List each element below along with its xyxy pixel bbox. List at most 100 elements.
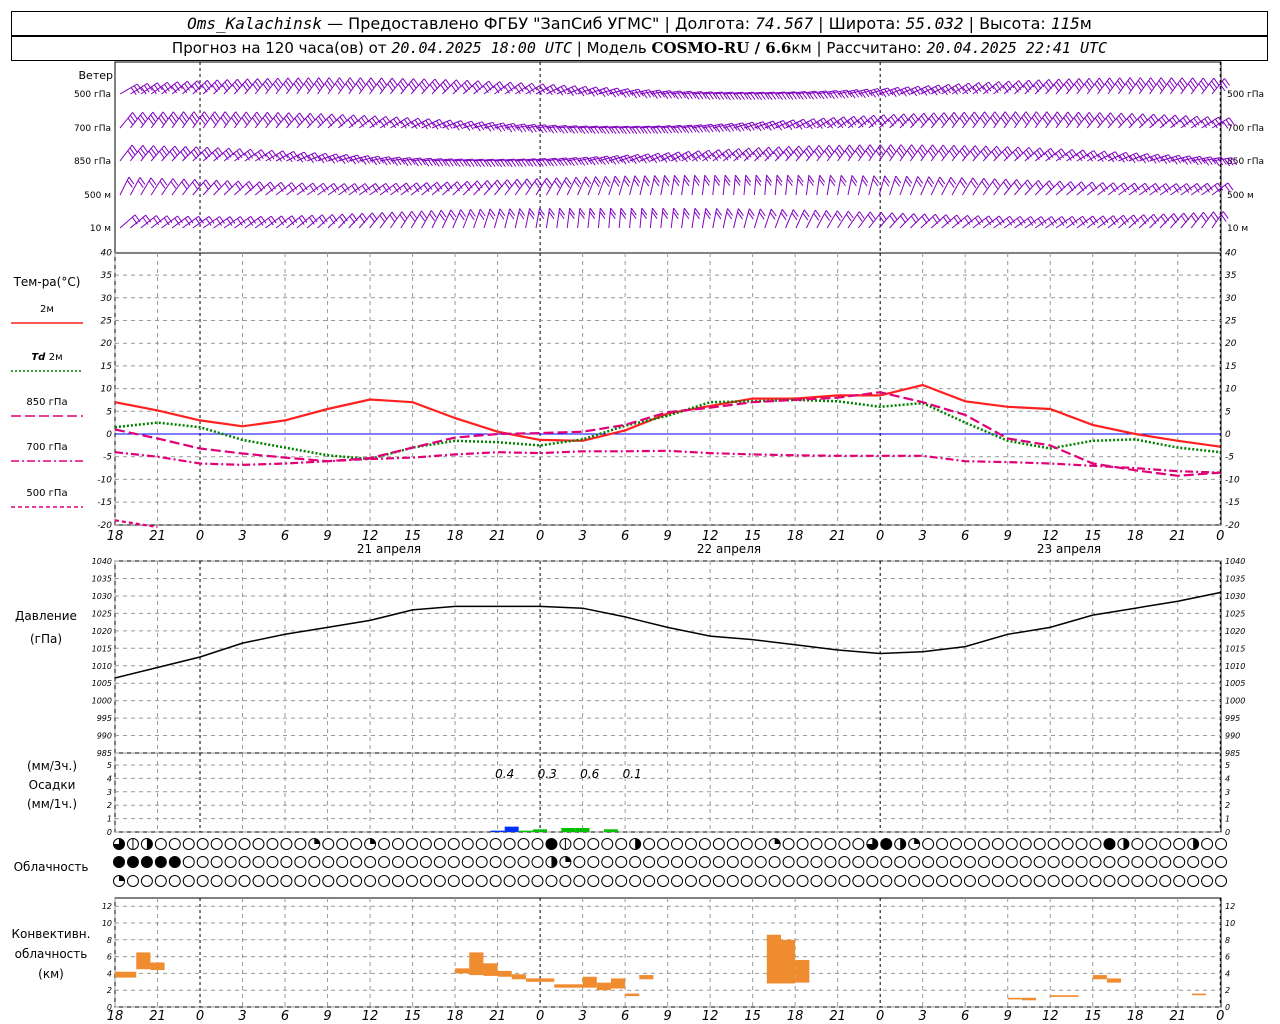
cloud-symbol xyxy=(1047,856,1060,868)
wind-barb xyxy=(722,174,731,196)
cloud-symbol xyxy=(671,838,683,850)
wind-barb xyxy=(223,148,246,162)
cloud-symbol xyxy=(308,856,321,868)
cloud-symbol xyxy=(587,838,600,850)
wind-barb xyxy=(296,77,314,95)
cloud-symbol xyxy=(908,838,921,850)
cloud-symbol xyxy=(950,856,962,868)
cloud-symbol xyxy=(224,838,237,850)
pressure-tick: 1015 xyxy=(1225,644,1245,653)
cloud-symbol xyxy=(684,856,697,868)
cloud-symbol xyxy=(419,856,432,868)
wind-barb xyxy=(993,111,1011,129)
cloud-symbol xyxy=(629,838,642,850)
precip-bar xyxy=(575,827,590,832)
wind-level-label: 500 гПа xyxy=(74,90,111,100)
cloud-symbol xyxy=(475,875,488,887)
temp-tick: 15 xyxy=(1225,362,1237,372)
calc-label: Рассчитано: xyxy=(826,39,922,57)
conv-bar xyxy=(497,970,512,977)
cloud-symbol xyxy=(894,856,907,868)
wind-barb xyxy=(1097,215,1119,229)
wind-barb xyxy=(857,144,876,162)
time-tick-bottom: 12 xyxy=(362,1009,379,1024)
wind-barb xyxy=(639,175,651,196)
conv-title-2: облачность xyxy=(15,947,88,961)
wind-level-label: 850 гПа xyxy=(74,157,111,167)
wind-barb xyxy=(566,207,576,229)
wind-barb xyxy=(1013,111,1032,129)
cloud-symbol xyxy=(1173,875,1186,887)
cloud-symbol xyxy=(1159,838,1172,850)
wind-barb xyxy=(473,180,493,196)
cloud-symbol xyxy=(489,856,502,868)
wind-barb xyxy=(171,146,192,162)
cloud-symbol xyxy=(726,856,739,868)
wind-barb xyxy=(837,175,847,196)
wind-barb xyxy=(379,116,403,129)
pressure-tick: 995 xyxy=(97,714,112,723)
conv-bar xyxy=(766,934,781,984)
wind-barb xyxy=(920,176,935,196)
wind-barb xyxy=(1190,116,1214,129)
conv-bar xyxy=(469,952,484,976)
wind-barb xyxy=(473,121,499,132)
wind-barb xyxy=(993,146,1013,162)
cloud-symbol xyxy=(378,838,391,850)
wind-barb xyxy=(192,179,212,196)
wind-barb xyxy=(556,177,572,196)
wind-barb xyxy=(847,115,870,129)
wind-barb xyxy=(1076,150,1100,162)
wind-barb xyxy=(202,147,224,162)
cloud-symbol xyxy=(1145,856,1158,868)
wind-barb xyxy=(244,111,263,129)
cloud-symbol xyxy=(113,856,125,868)
wind-barb xyxy=(213,147,235,162)
cloud-symbol xyxy=(280,875,293,887)
wind-barb xyxy=(1211,157,1238,167)
cloud-symbol xyxy=(1173,856,1186,868)
wind-barb xyxy=(972,81,995,95)
pressure-tick: 990 xyxy=(97,732,112,741)
time-tick-bottom: 6 xyxy=(961,1009,969,1024)
wind-barb xyxy=(806,117,830,129)
time-tick: 15 xyxy=(744,529,761,544)
cloud-symbol xyxy=(517,838,530,850)
precip-bar xyxy=(561,827,576,832)
wind-barb xyxy=(410,182,433,196)
pressure-tick: 1015 xyxy=(92,644,112,653)
legend-label: 700 гПа xyxy=(26,442,67,453)
wind-barb xyxy=(1055,181,1077,196)
wind-barb xyxy=(847,88,873,99)
wind-barb xyxy=(234,180,255,196)
wind-barb xyxy=(972,145,992,162)
wind-barb xyxy=(899,175,913,196)
cloud-symbol xyxy=(615,875,628,887)
precip-tick: 4 xyxy=(107,774,112,783)
cloud-symbol xyxy=(433,856,446,868)
cloud-symbol xyxy=(712,875,725,887)
wind-barb xyxy=(442,79,462,95)
cloud-symbol xyxy=(1103,856,1116,868)
cloud-symbol xyxy=(168,856,181,868)
cloud-symbol xyxy=(866,838,879,850)
wind-barb xyxy=(192,146,213,162)
wind-barb xyxy=(410,210,427,229)
cloud-symbol xyxy=(378,875,391,887)
precip-3h-label: 0.4 xyxy=(495,767,514,781)
forecast-label: Прогноз на 120 часа(ов) от xyxy=(171,39,387,57)
wind-barb xyxy=(515,123,541,133)
time-tick-bottom: 21 xyxy=(149,1009,166,1024)
cloud-symbol xyxy=(1047,838,1060,850)
wind-barb xyxy=(1201,77,1220,95)
time-tick-bottom: 6 xyxy=(621,1009,629,1024)
wind-barb xyxy=(1118,113,1138,129)
lat-value: 55.032 xyxy=(905,14,964,33)
forecast-from: 20.04.2025 18:00 UTC xyxy=(391,39,572,57)
wind-barb xyxy=(805,209,821,229)
cloud-symbol xyxy=(252,856,265,868)
cloud-symbol xyxy=(350,875,363,887)
cloud-symbol xyxy=(740,838,753,850)
wind-barb xyxy=(670,174,680,196)
wind-barb xyxy=(379,182,402,196)
